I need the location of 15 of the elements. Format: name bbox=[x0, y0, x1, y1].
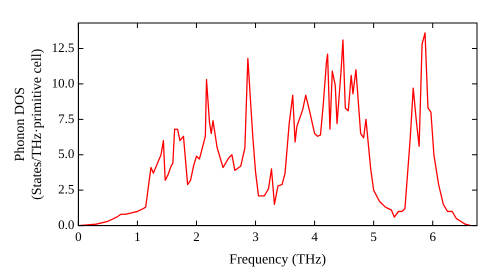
x-tick-label: 5 bbox=[370, 228, 377, 244]
y-tick-label: 7.5 bbox=[58, 110, 74, 126]
x-tick-label: 4 bbox=[311, 228, 318, 244]
y-tick-label: 2.5 bbox=[58, 182, 74, 197]
x-axis-title: Frequency (THz) bbox=[229, 252, 326, 268]
y-tick-label: 12.5 bbox=[52, 40, 74, 55]
y-tick-label: 5.0 bbox=[58, 146, 74, 162]
x-tick-label: 3 bbox=[252, 228, 259, 244]
x-tick-label: 1 bbox=[134, 228, 141, 244]
y-axis-title: Phonon DOS (States/THz·primitive cell) bbox=[13, 48, 45, 200]
x-tick-label: 6 bbox=[429, 228, 436, 244]
x-tick-label: 2 bbox=[193, 228, 200, 244]
x-tick-label: 0 bbox=[75, 228, 82, 244]
y-tick-label: 0.0 bbox=[58, 217, 74, 232]
y-tick-label: 10.0 bbox=[52, 75, 74, 90]
